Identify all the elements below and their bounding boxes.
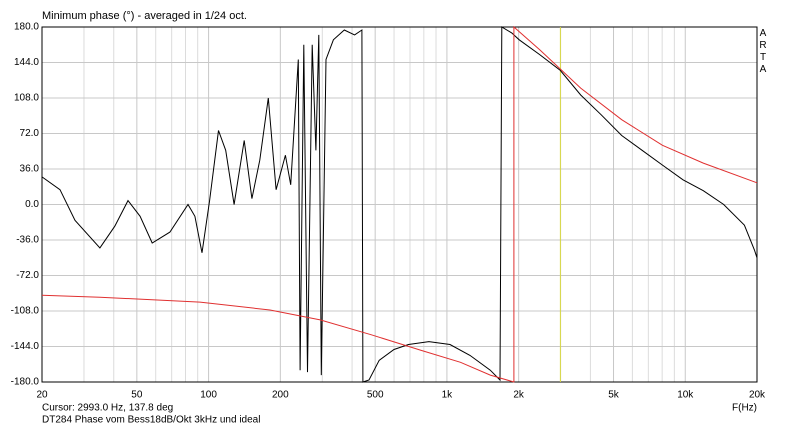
x-tick-label: 20	[36, 390, 48, 401]
x-tick-label: 200	[272, 390, 289, 401]
y-tick-label: 0.0	[25, 199, 39, 210]
x-tick-label: 10k	[677, 390, 694, 401]
x-axis-label: F(Hz)	[732, 403, 757, 414]
phase-line	[41, 26, 758, 383]
x-tick-label: 1k	[442, 390, 454, 401]
brand: ARTA	[758, 28, 769, 76]
x-tick-label: 100	[200, 390, 217, 401]
y-tick-label: -72.0	[16, 270, 39, 281]
x-tick-label: 20k	[749, 390, 766, 401]
x-tick-label: 5k	[608, 390, 620, 401]
y-tick-label: -36.0	[16, 235, 39, 246]
x-tick-label: 50	[131, 390, 143, 401]
y-tick-label: -180.0	[11, 377, 40, 388]
y-tick-label: 144.0	[14, 57, 39, 68]
x-tick-label: 2k	[513, 390, 525, 401]
chart-title: Minimum phase (°) - averaged in 1/24 oct…	[42, 10, 247, 22]
phase-line	[41, 25, 758, 383]
y-tick-label: -144.0	[11, 341, 40, 352]
plot-frame	[41, 26, 758, 383]
y-tick-label: 180.0	[14, 22, 39, 33]
y-tick-label: -108.0	[11, 306, 40, 317]
x-tick-label: 500	[367, 390, 384, 401]
cursor-readout: Cursor: 2993.0 Hz, 137.8 deg	[42, 403, 173, 414]
y-tick-label: 36.0	[20, 164, 40, 175]
y-tick-label: 72.0	[20, 128, 40, 139]
caption: DT284 Phase vom Bess18dB/Okt 3kHz und id…	[42, 415, 260, 426]
y-tick-label: 108.0	[14, 93, 39, 104]
